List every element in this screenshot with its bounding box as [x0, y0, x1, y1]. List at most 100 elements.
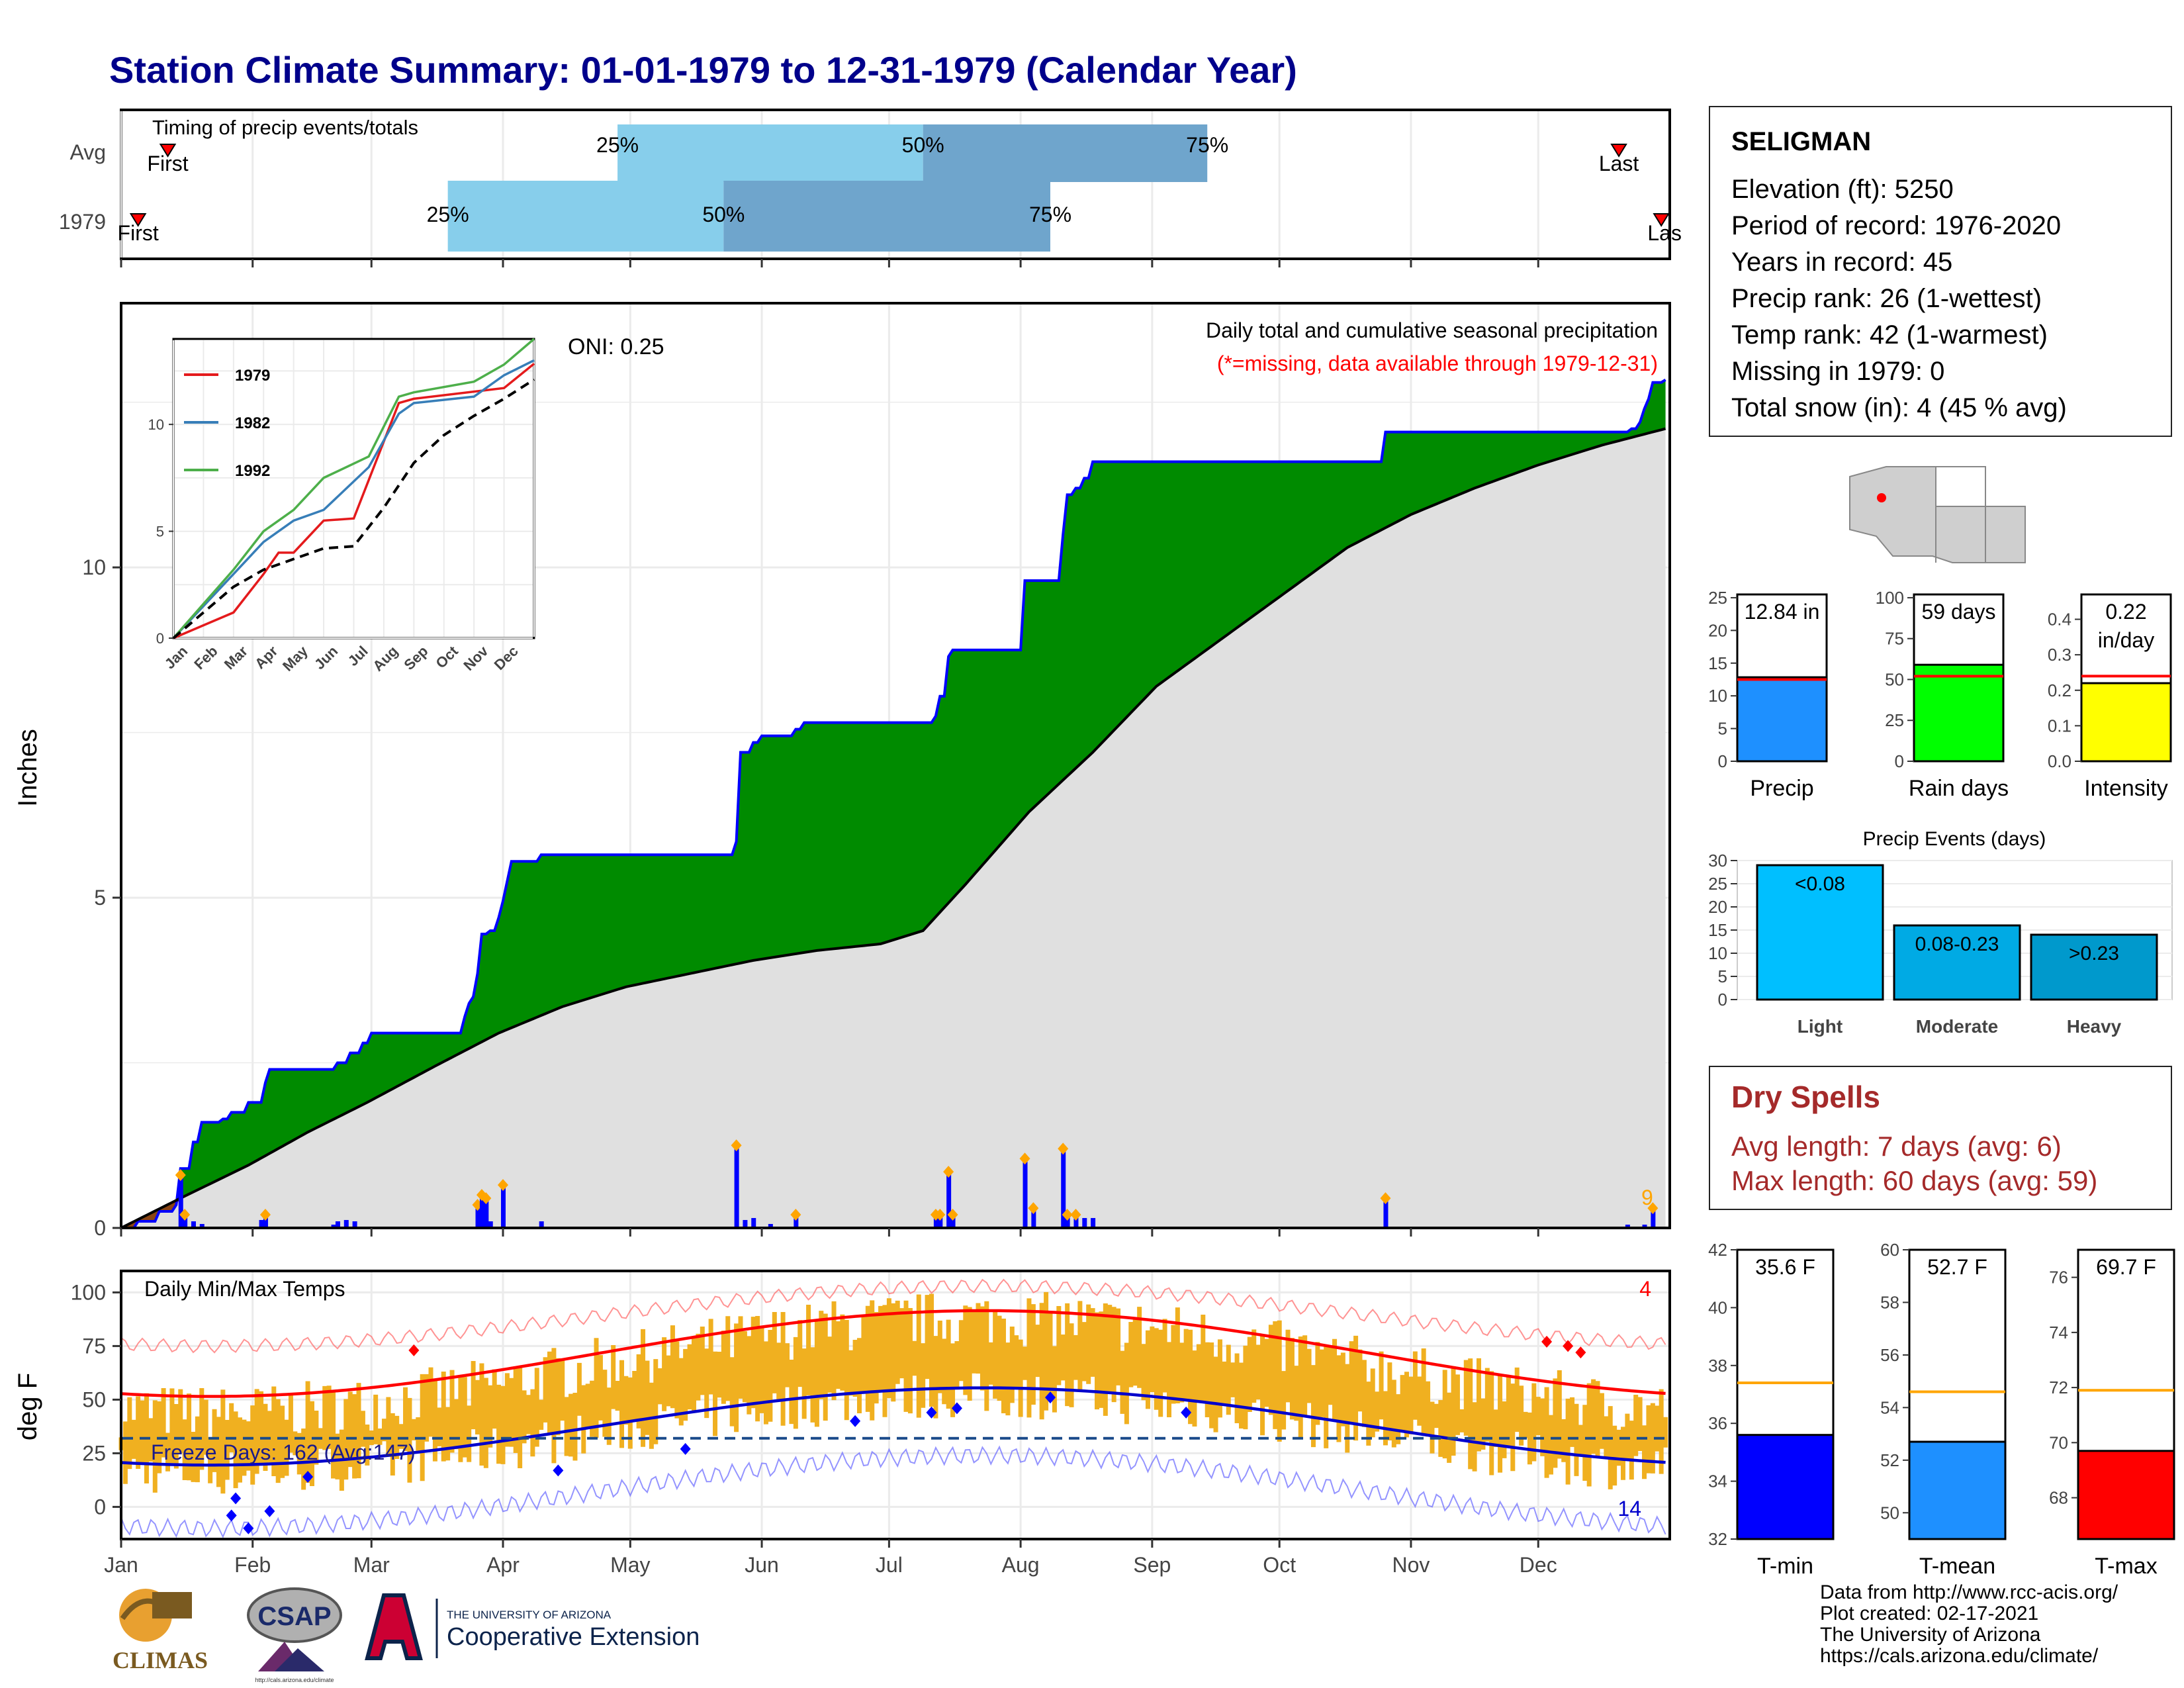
daily-precip-marker [497, 1179, 508, 1192]
timing-avg-pct-1: 25% [596, 133, 639, 157]
temp-ytick: 0 [94, 1495, 106, 1519]
precip-total-ytick: 20 [1708, 620, 1727, 640]
temp-summary-t-max-ytick: 76 [2049, 1268, 2068, 1288]
daily-precip-bar [1023, 1158, 1028, 1228]
record-high-line [120, 1278, 1666, 1354]
events-category: Light [1797, 1016, 1843, 1037]
record-low-marker [850, 1415, 861, 1427]
record-hi-count: 4 [1639, 1277, 1651, 1301]
rain-days-value-label: 59 days [1921, 600, 1995, 624]
rain-days-ytick: 100 [1876, 588, 1904, 608]
precip-title: Daily total and cumulative seasonal prec… [1206, 318, 1658, 342]
station-precip-rank: Precip rank: 26 (1-wettest) [1731, 284, 2042, 313]
daily-precip-marker [1647, 1202, 1659, 1215]
precip-panel: 0 5 10 Inches Daily total and cumulative s… [13, 302, 1671, 1240]
daily-precip-bar [488, 1221, 493, 1228]
daily-precip-bar [743, 1220, 748, 1228]
month-label: Dec [1520, 1553, 1557, 1577]
station-missing: Missing in 1979: 0 [1731, 357, 1945, 386]
month-label: Jan [104, 1553, 138, 1577]
events-category: Heavy [2067, 1016, 2122, 1037]
dry-spells-max: Max length: 60 days (avg: 59) [1731, 1165, 2098, 1196]
credit-data-source: Data from http://www.rcc-acis.org/ [1820, 1581, 2118, 1603]
daily-precip-marker [790, 1209, 801, 1221]
temp-ylabel: deg F [13, 1373, 42, 1440]
rain-days-category: Rain days [1909, 776, 2009, 801]
inset-line-1982 [172, 359, 535, 639]
daily-precip-bar [1651, 1208, 1656, 1228]
daily-precip-bar [500, 1185, 506, 1228]
temp-summary-t-mean-category: T-mean [1919, 1554, 1995, 1579]
events-category: Moderate [1916, 1016, 1998, 1037]
timing-y1979-last-marker [1653, 213, 1670, 227]
precip-total-ytick: 15 [1708, 653, 1727, 673]
daily-precip-bar [1091, 1218, 1096, 1228]
events-ytick: 0 [1718, 990, 1727, 1009]
temp-summary-t-min-value-label: 35.6 F [1755, 1255, 1815, 1279]
temp-summary-t-mean-ytick: 54 [1880, 1397, 1899, 1417]
dry-spells-box: Dry Spells Avg length: 7 days (avg: 6) M… [1709, 1066, 2172, 1210]
oni-label: ONI: 0.25 [568, 334, 664, 359]
events-bar-label: 0.08-0.23 [1915, 933, 1999, 955]
timing-row-avg: Avg [69, 140, 106, 164]
precip-total-ytick: 5 [1718, 719, 1727, 739]
record-high-marker [1563, 1340, 1574, 1352]
precip-total-category: Precip [1750, 776, 1813, 801]
daily-precip-bar [335, 1221, 340, 1228]
events-bar-label: <0.08 [1795, 873, 1845, 895]
timing-y1979-first-marker [129, 213, 147, 227]
daily-precip-bar [938, 1215, 943, 1228]
credit-university: The University of Arizona [1820, 1624, 2041, 1646]
timing-y1979-q1-bar [447, 181, 724, 252]
daily-precip-marker [480, 1192, 492, 1205]
timing-avg-q2-bar [923, 124, 1208, 182]
station-snow: Total snow (in): 4 (45 % avg) [1731, 393, 2067, 422]
daily-precip-bar [933, 1215, 938, 1228]
inset-line-avg [172, 378, 535, 639]
daily-precip-bar [199, 1224, 205, 1228]
temp-ytick: 100 [71, 1280, 106, 1304]
temp-summary-t-max-ytick: 74 [2049, 1323, 2068, 1342]
precip-total-bar [1736, 676, 1828, 763]
snow-label: 9 [1641, 1186, 1653, 1209]
station-years: Years in record: 45 [1731, 248, 1953, 277]
daily-precip-marker [259, 1209, 271, 1221]
record-high-marker [408, 1344, 420, 1356]
daily-precip-bar [734, 1145, 739, 1228]
rain-days-ytick: 50 [1885, 669, 1904, 689]
svg-text:Cooperative Extension: Cooperative Extension [447, 1623, 700, 1651]
daily-precip-bar [1073, 1215, 1079, 1228]
inset-ytick: 10 [148, 416, 164, 433]
record-low-marker [264, 1505, 275, 1517]
station-info-box: SELIGMAN Elevation (ft): 5250 Period of … [1709, 106, 2172, 437]
record-lo-count: 14 [1617, 1497, 1641, 1521]
dry-spells-title: Dry Spells [1731, 1080, 1880, 1114]
inset-ytick: 0 [156, 630, 164, 647]
daily-precip-bar [1031, 1208, 1036, 1228]
credit-url: https://cals.arizona.edu/climate/ [1820, 1645, 2099, 1667]
timing-y1979-pct-3: 75% [1029, 203, 1071, 226]
daily-precip-marker [179, 1209, 191, 1221]
daily-precip-bar [946, 1172, 952, 1228]
rain-days-ytick: 25 [1885, 710, 1904, 730]
temp-summary-t-min-ytick: 36 [1708, 1413, 1727, 1433]
daily-precip-bar [1383, 1198, 1388, 1228]
intensity-bar [2080, 682, 2172, 763]
intensity-value-label: 0.22 [2105, 600, 2146, 624]
daily-precip-marker [731, 1139, 742, 1152]
daily-precip-marker [1058, 1143, 1069, 1155]
temp-summary-t-max-ytick: 72 [2049, 1378, 2068, 1397]
daily-precip-bar [1642, 1225, 1647, 1228]
rain-days-bar [1913, 663, 2005, 763]
daily-precip-bar [352, 1221, 357, 1228]
timing-avg-pct-2: 50% [902, 133, 944, 157]
cumulative-1979-line [121, 379, 1666, 1229]
daily-precip-bar [1061, 1149, 1066, 1228]
record-low-marker [1045, 1391, 1056, 1404]
rain-days-ytick: 0 [1895, 751, 1904, 771]
timing-avg-last-label: Last [1599, 152, 1639, 175]
record-low-marker [230, 1492, 242, 1505]
climas-logo: CLIMAS [113, 1589, 208, 1673]
timing-avg-first-label: First [147, 152, 188, 175]
